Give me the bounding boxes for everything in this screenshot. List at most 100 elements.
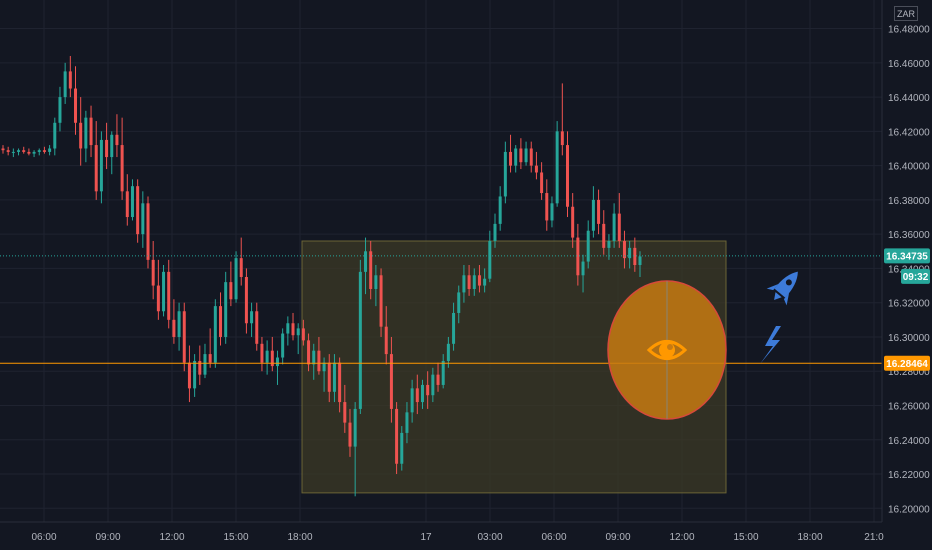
candle-body	[384, 326, 388, 355]
candle-body	[229, 282, 233, 300]
time-tick-label: 12:00	[669, 532, 694, 543]
candle-body	[198, 360, 202, 375]
price-tick-label: 16.40000	[888, 162, 930, 173]
candle-body	[312, 350, 316, 365]
candle-body	[208, 354, 212, 363]
candle-body	[545, 193, 549, 221]
time-tick-label: 03:00	[477, 532, 502, 543]
candle-body	[99, 139, 103, 192]
price-tick-label: 16.38000	[888, 196, 930, 207]
candle-body	[379, 275, 383, 327]
candle-body	[633, 247, 637, 265]
time-tick-label: 15:00	[733, 532, 758, 543]
candle-body	[509, 151, 513, 166]
candle-body	[602, 223, 606, 248]
level-price-badge: 16.28464	[884, 355, 930, 371]
price-tick-label: 16.32000	[888, 299, 930, 310]
time-tick-label: 06:00	[541, 532, 566, 543]
candles-group	[1, 55, 642, 497]
svg-text:16.28464: 16.28464	[886, 359, 928, 370]
time-axis[interactable]: 06:00 09:00 12:00 15:00 18:00 17 03:00 06:00 09:…	[31, 532, 884, 543]
candle-body	[63, 71, 67, 98]
candle-body	[219, 306, 223, 337]
eye-annotation[interactable]	[607, 280, 727, 420]
rocket-icon[interactable]	[764, 263, 808, 308]
svg-text:09:32: 09:32	[903, 272, 929, 283]
candle-body	[395, 408, 399, 464]
time-tick-label: 15:00	[223, 532, 248, 543]
time-tick-label: 06:00	[31, 532, 56, 543]
candle-body	[260, 343, 264, 363]
time-tick-label: 09:00	[95, 532, 120, 543]
candle-body	[529, 148, 533, 166]
candle-body	[477, 275, 481, 286]
candle-body	[265, 350, 269, 363]
candle-body	[374, 275, 378, 289]
candle-body	[162, 271, 166, 312]
candle-body	[550, 203, 554, 221]
candle-body	[628, 247, 632, 259]
candle-body	[364, 251, 368, 272]
candle-body	[524, 148, 528, 163]
candle-body	[457, 292, 461, 313]
candle-body	[607, 241, 611, 248]
svg-text:16.34735: 16.34735	[886, 251, 928, 262]
candle-body	[17, 150, 21, 152]
candle-body	[467, 275, 471, 289]
candle-body	[410, 388, 414, 413]
candle-body	[571, 206, 575, 238]
lightning-icon[interactable]	[760, 326, 781, 364]
currency-label[interactable]: ZAR	[894, 6, 918, 21]
candle-body	[638, 256, 642, 265]
candle-body	[234, 258, 238, 300]
candle-body	[622, 241, 626, 259]
candle-body	[58, 97, 62, 123]
eye-icon	[646, 340, 688, 360]
price-tick-label: 16.26000	[888, 401, 930, 412]
candle-body	[110, 134, 114, 158]
candle-body	[125, 191, 129, 218]
time-tick-label: 09:00	[605, 532, 630, 543]
candle-body	[74, 88, 78, 123]
time-tick-label: 21:0	[864, 532, 884, 543]
candle-body	[187, 362, 191, 389]
candle-body	[565, 145, 569, 207]
candle-body	[441, 360, 445, 385]
candle-body	[286, 323, 290, 334]
candle-body	[431, 374, 435, 396]
candle-body	[307, 340, 311, 365]
candle-body	[389, 354, 393, 409]
candle-body	[436, 374, 440, 385]
candle-body	[301, 328, 305, 341]
price-axis[interactable]: 16.20000 16.22000 16.24000 16.26000 16.28000…	[888, 25, 930, 516]
candle-body	[193, 360, 197, 389]
candle-body	[213, 306, 217, 363]
candle-body	[84, 117, 88, 149]
candle-body	[53, 122, 57, 149]
candle-body	[420, 384, 424, 403]
price-tick-label: 16.48000	[888, 25, 930, 36]
price-tick-label: 16.28000	[888, 367, 930, 378]
price-tick-label: 16.20000	[888, 504, 930, 515]
candle-body	[270, 350, 274, 367]
candle-body	[405, 412, 409, 433]
candle-body	[332, 362, 336, 392]
candle-body	[415, 388, 419, 403]
candle-body	[250, 311, 254, 324]
candle-body	[11, 151, 15, 153]
candle-body	[472, 275, 476, 289]
candle-body	[203, 354, 207, 375]
candle-body	[317, 350, 321, 372]
time-tick-label: 12:00	[159, 532, 184, 543]
candle-body	[586, 230, 590, 262]
candle-body	[498, 196, 502, 224]
candle-body	[617, 213, 621, 242]
candle-body	[151, 259, 155, 286]
candle-body	[239, 258, 243, 277]
candle-body	[141, 203, 145, 235]
candle-body	[48, 148, 52, 152]
price-tick-label: 16.36000	[888, 230, 930, 241]
candle-body	[255, 311, 259, 344]
candle-body	[177, 311, 181, 337]
